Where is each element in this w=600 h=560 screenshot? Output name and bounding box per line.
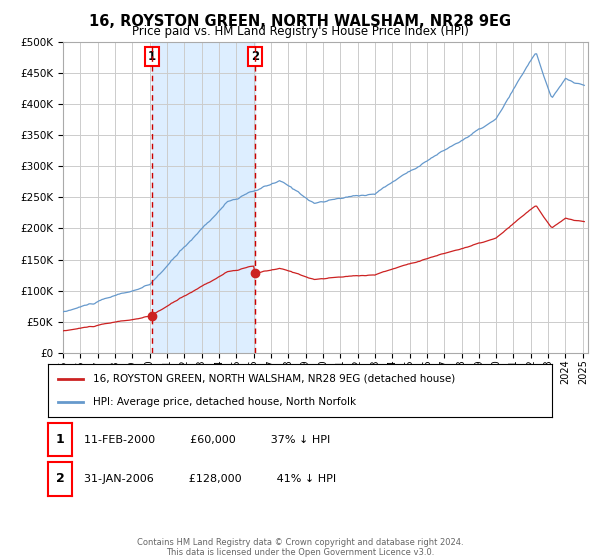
Bar [152,42,255,353]
Text: 11-FEB-2000          £60,000          37% ↓ HPI: 11-FEB-2000 £60,000 37% ↓ HPI [84,435,330,445]
Text: 16, ROYSTON GREEN, NORTH WALSHAM, NR28 9EG: 16, ROYSTON GREEN, NORTH WALSHAM, NR28 9… [89,14,511,29]
Text: 2: 2 [251,50,259,63]
Text: Contains HM Land Registry data © Crown copyright and database right 2024.
This d: Contains HM Land Registry data © Crown c… [137,538,463,557]
Text: 1: 1 [56,433,64,446]
Text: 16, ROYSTON GREEN, NORTH WALSHAM, NR28 9EG (detached house): 16, ROYSTON GREEN, NORTH WALSHAM, NR28 9… [94,374,455,384]
Text: Price paid vs. HM Land Registry's House Price Index (HPI): Price paid vs. HM Land Registry's House … [131,25,469,38]
Text: 31-JAN-2006          £128,000          41% ↓ HPI: 31-JAN-2006 £128,000 41% ↓ HPI [84,474,336,484]
Text: 1: 1 [148,50,155,63]
Text: 2: 2 [56,472,64,486]
Text: HPI: Average price, detached house, North Norfolk: HPI: Average price, detached house, Nort… [94,397,356,407]
